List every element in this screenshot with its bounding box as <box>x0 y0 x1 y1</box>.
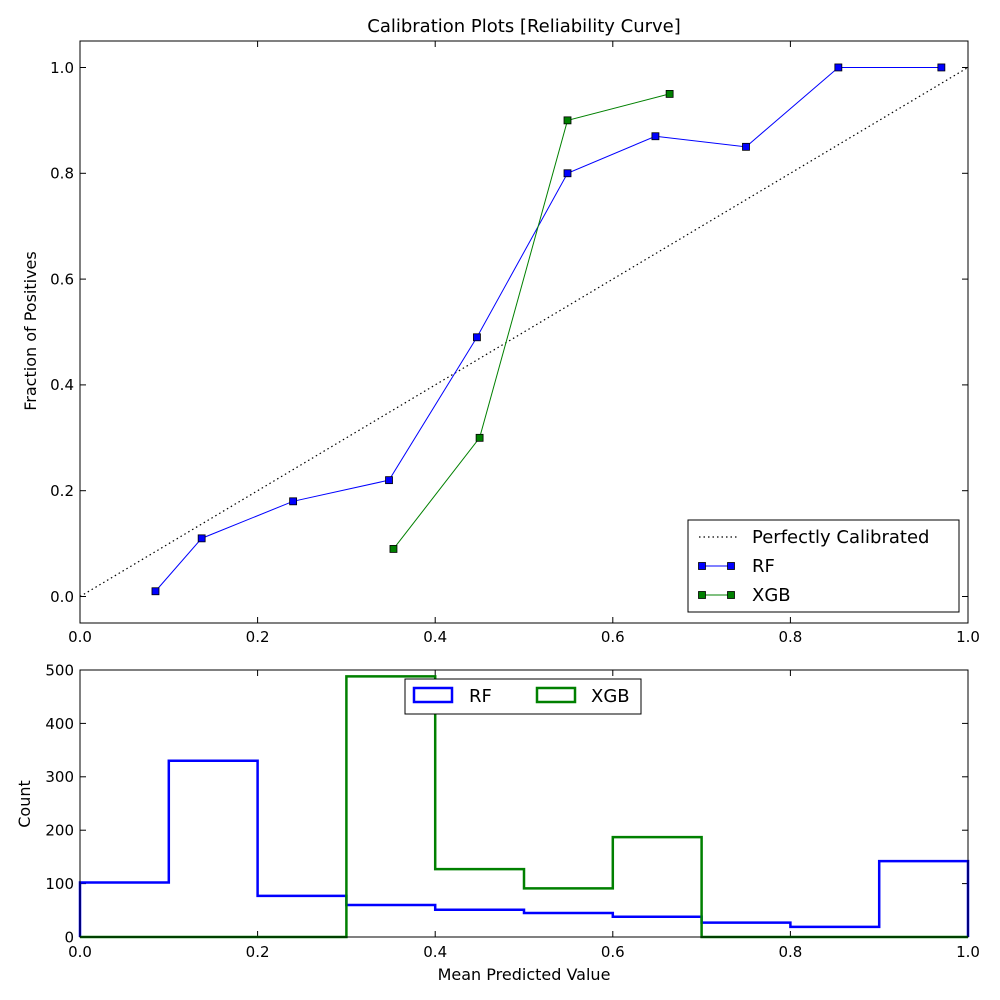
histogram-x-tick-2: 0.4 <box>423 670 447 961</box>
calibration-x-tick-4: 0.8 <box>778 41 802 646</box>
histogram-legend-box <box>404 678 642 715</box>
data-point-rf <box>834 63 843 72</box>
histogram-x-tick-label: 0.6 <box>601 943 625 961</box>
calibration-series-layer <box>79 63 969 598</box>
legend-entry-rf: RF <box>698 556 775 577</box>
histogram-plot-frame <box>79 669 969 938</box>
calibration-plot: Calibration Plots [Reliability Curve] Fr… <box>21 16 980 646</box>
calibration-y-tick-3: 0.6 <box>50 271 968 289</box>
calibration-y-tick-label: 0.2 <box>50 482 74 500</box>
calibration-x-tick-label: 0.4 <box>423 628 447 646</box>
calibration-x-tick-label: 0.6 <box>601 628 625 646</box>
histogram-y-tick-label: 200 <box>45 822 74 840</box>
calibration-x-tick-1: 0.2 <box>246 41 270 646</box>
calibration-y-tick-label: 0.4 <box>50 376 74 394</box>
histogram-step-rf <box>78 759 970 937</box>
data-point-rf <box>937 63 946 72</box>
histogram-x-tick-4: 0.8 <box>778 670 802 961</box>
series-line-xgb <box>393 93 670 550</box>
histogram-legend-entry-xgb: XGB <box>535 686 630 707</box>
legend-label-rf: RF <box>752 556 775 577</box>
legend-marker-rf <box>698 562 706 570</box>
histogram-y-axis-label: Count <box>15 780 34 828</box>
histogram-y-tick-3: 300 <box>45 768 968 786</box>
histogram-ticks: 0.0 0.2 0.4 0.6 0.8 <box>45 662 980 962</box>
histogram-x-axis-label: Mean Predicted Value <box>438 965 611 984</box>
calibration-x-tick-3: 0.6 <box>601 41 625 646</box>
calibration-x-tick-label: 0.0 <box>68 628 92 646</box>
data-point-xgb <box>563 116 572 125</box>
data-point-xgb <box>389 545 398 553</box>
histogram-legend-label-rf: RF <box>469 686 492 707</box>
legend-marker-rf <box>727 562 735 570</box>
histogram-legend-entry-rf: RF <box>412 686 492 707</box>
data-point-rf <box>742 142 750 151</box>
legend-entry-xgb: XGB <box>698 585 791 606</box>
legend-entry-perfectly-calibrated: Perfectly Calibrated <box>699 527 929 548</box>
calibration-y-tick-2: 0.4 <box>50 376 968 394</box>
calibration-y-tick-5: 1.0 <box>50 59 968 77</box>
data-point-rf <box>289 497 298 506</box>
histogram-legend-swatch-xgb <box>535 686 577 704</box>
data-point-rf <box>151 587 160 596</box>
calibration-x-tick-label: 1.0 <box>956 628 980 646</box>
data-point-rf <box>651 132 660 141</box>
legend-label-perfectly-calibrated: Perfectly Calibrated <box>752 527 929 548</box>
calibration-legend: Perfectly Calibrated RF XGB <box>687 519 960 613</box>
histogram-legend-swatch-rf <box>412 686 454 704</box>
legend-marker-xgb <box>727 591 735 599</box>
legend-marker-xgb <box>698 591 706 599</box>
histogram-x-tick-label: 0.2 <box>246 943 270 961</box>
histogram-y-tick-2: 200 <box>45 822 968 840</box>
calibration-y-tick-label: 0.6 <box>50 271 74 289</box>
series-line-perfectly-calibrated <box>79 66 969 598</box>
calibration-x-tick-2: 0.4 <box>423 41 447 646</box>
histogram-x-tick-label: 0.0 <box>68 943 92 961</box>
histogram-x-tick-label: 0.4 <box>423 943 447 961</box>
histogram-y-tick-4: 400 <box>45 715 968 733</box>
calibration-y-tick-4: 0.8 <box>50 165 968 183</box>
data-point-rf <box>473 333 481 342</box>
histogram-y-tick-label: 500 <box>45 662 74 680</box>
calibration-x-tick-label: 0.8 <box>778 628 802 646</box>
histogram-y-tick-label: 100 <box>45 875 74 893</box>
data-point-xgb <box>475 433 484 442</box>
histogram-y-tick-label: 400 <box>45 715 74 733</box>
series-line-rf <box>155 66 942 592</box>
data-point-xgb <box>665 90 674 98</box>
data-point-rf <box>385 476 393 485</box>
histogram-legend: RF XGB <box>404 678 642 715</box>
histogram-legend-label-xgb: XGB <box>591 686 630 707</box>
histogram-x-tick-label: 1.0 <box>956 943 980 961</box>
histogram-x-tick-3: 0.6 <box>601 670 625 961</box>
calibration-y-tick-1: 0.2 <box>50 482 968 500</box>
calibration-y-tick-label: 0.8 <box>50 165 74 183</box>
calibration-x-tick-label: 0.2 <box>246 628 270 646</box>
calibration-y-tick-0: 0.0 <box>50 588 968 606</box>
calibration-y-tick-label: 0.0 <box>50 588 74 606</box>
data-point-rf <box>563 169 572 178</box>
calibration-plot-title: Calibration Plots [Reliability Curve] <box>367 16 681 37</box>
data-point-rf <box>197 534 206 543</box>
histogram-y-tick-label: 0 <box>64 929 74 947</box>
legend-label-xgb: XGB <box>752 585 791 606</box>
histogram-plot: Mean Predicted Value Count 0.0 0.2 0.4 <box>15 662 980 985</box>
calibration-y-axis-label: Fraction of Positives <box>21 251 40 410</box>
histogram-y-tick-label: 300 <box>45 768 74 786</box>
calibration-y-tick-label: 1.0 <box>50 59 74 77</box>
calibration-plot-frame <box>79 40 969 624</box>
histogram-x-tick-label: 0.8 <box>778 943 802 961</box>
